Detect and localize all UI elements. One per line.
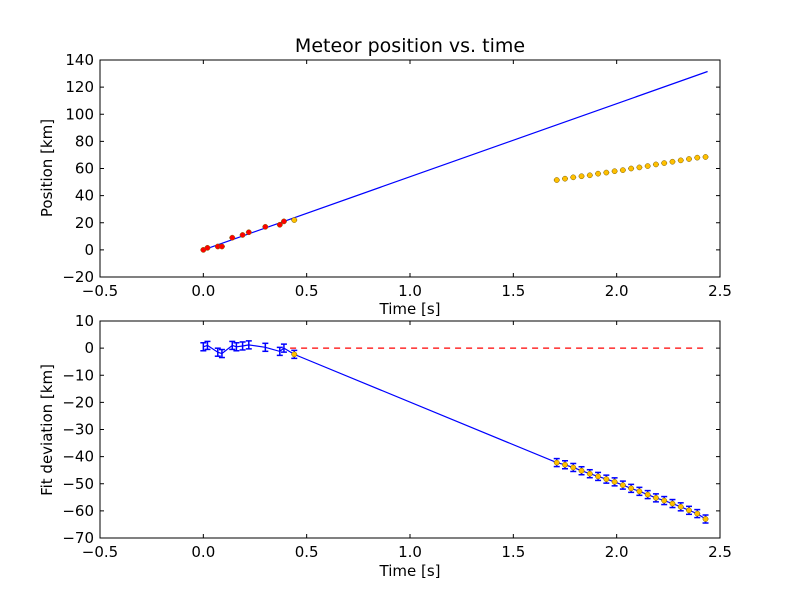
data-point — [636, 164, 643, 171]
data-point — [702, 516, 709, 522]
x-tick-label: 2.0 — [605, 282, 629, 300]
y-tick-label: 120 — [65, 78, 94, 96]
data-point — [661, 160, 668, 166]
data-point — [562, 461, 568, 468]
x-axis-label: Time [s] — [379, 300, 441, 318]
data-point — [611, 479, 618, 485]
data-point — [653, 495, 659, 501]
data-point — [586, 172, 593, 179]
data-point — [669, 158, 676, 165]
y-tick-label: −40 — [62, 448, 94, 466]
data-point — [628, 165, 634, 172]
data-point — [578, 173, 585, 180]
y-tick-label: 0 — [84, 339, 94, 357]
plot-marks — [200, 340, 709, 524]
y-tick-label: −10 — [62, 366, 94, 384]
plot-frame — [99, 59, 721, 278]
data-point — [586, 470, 593, 477]
x-tick-label: 2.5 — [708, 543, 732, 561]
x-tick-label: 2.0 — [605, 543, 629, 561]
data-point — [628, 485, 634, 492]
position-panel: Meteor position vs. time Time [s] Positi… — [38, 35, 732, 318]
y-tick-label: 40 — [75, 187, 94, 205]
data-point — [661, 497, 668, 504]
y-tick-label: 140 — [65, 51, 94, 69]
x-tick-label: 0.0 — [191, 282, 215, 300]
y-tick-label: 10 — [75, 312, 94, 330]
y-tick-label: 20 — [75, 214, 94, 232]
y-tick-label: −50 — [62, 475, 94, 493]
data-point — [702, 154, 709, 160]
data-point — [553, 459, 560, 466]
y-tick-label: 100 — [65, 105, 94, 123]
data-point — [262, 223, 269, 230]
data-point — [603, 476, 610, 482]
data-point — [694, 154, 701, 161]
y-tick-label: 0 — [84, 241, 94, 259]
y-tick-label: −20 — [62, 393, 94, 411]
chart-title: Meteor position vs. time — [295, 35, 525, 57]
data-point — [570, 464, 577, 471]
data-point — [611, 168, 618, 175]
data-point — [677, 503, 684, 510]
data-point — [291, 217, 298, 223]
data-point — [669, 500, 676, 507]
x-tick-label: −0.5 — [82, 543, 118, 561]
data-point — [281, 218, 287, 225]
data-point — [644, 163, 651, 169]
data-point — [653, 161, 659, 168]
x-tick-label: 0.0 — [191, 543, 215, 561]
data-point — [239, 232, 246, 238]
data-point — [620, 482, 626, 488]
x-tick-label: 0.5 — [295, 543, 319, 561]
y-tick-label: 60 — [75, 160, 94, 178]
data-point — [219, 243, 225, 250]
axis-ticks: −0.5 0.0 0.5 1.0 1.5 2.0 2.5 −20 0 20 40 60 80 100 120… — [62, 51, 732, 300]
y-tick-label: −60 — [62, 502, 94, 520]
axis-ticks: −0.5 0.0 0.5 1.0 1.5 2.0 2.5 −70 −60 −50 −40 −30 −20… — [62, 312, 732, 561]
y-tick-label: −30 — [62, 421, 94, 439]
x-tick-label: 1.5 — [501, 282, 525, 300]
y-tick-label: −20 — [62, 268, 94, 286]
data-point — [245, 229, 252, 236]
x-tick-label: 0.5 — [295, 282, 319, 300]
data-point — [686, 507, 692, 514]
data-point — [204, 244, 211, 251]
data-point — [595, 473, 601, 480]
data-point — [620, 167, 626, 173]
data-point — [578, 467, 585, 474]
data-point — [603, 169, 610, 176]
data-point — [677, 157, 684, 164]
data-point — [570, 174, 577, 181]
x-tick-label: 1.5 — [501, 543, 525, 561]
data-point — [229, 234, 236, 241]
y-tick-label: −70 — [62, 529, 94, 547]
x-axis-label: Time [s] — [379, 562, 441, 580]
plot-marks — [200, 70, 709, 253]
x-tick-label: 1.0 — [398, 543, 422, 561]
data-point — [686, 156, 692, 162]
data-point — [644, 491, 651, 498]
data-point — [636, 488, 643, 495]
x-tick-label: 2.5 — [708, 282, 732, 300]
y-axis-label: Fit deviation [km] — [38, 364, 56, 496]
data-point — [553, 177, 560, 183]
deviation-panel: Time [s] Fit deviation [km] −0.5 0.0 0.5 1.… — [38, 312, 732, 580]
data-point — [291, 351, 298, 358]
data-point — [595, 170, 601, 177]
data-point — [276, 221, 283, 228]
plot-frame — [99, 320, 721, 539]
x-tick-label: 1.0 — [398, 282, 422, 300]
y-tick-label: 80 — [75, 132, 94, 150]
data-point — [694, 510, 701, 517]
data-point — [562, 175, 568, 182]
series-line — [203, 70, 708, 251]
x-tick-label: −0.5 — [82, 282, 118, 300]
y-axis-label: Position [km] — [38, 119, 56, 217]
